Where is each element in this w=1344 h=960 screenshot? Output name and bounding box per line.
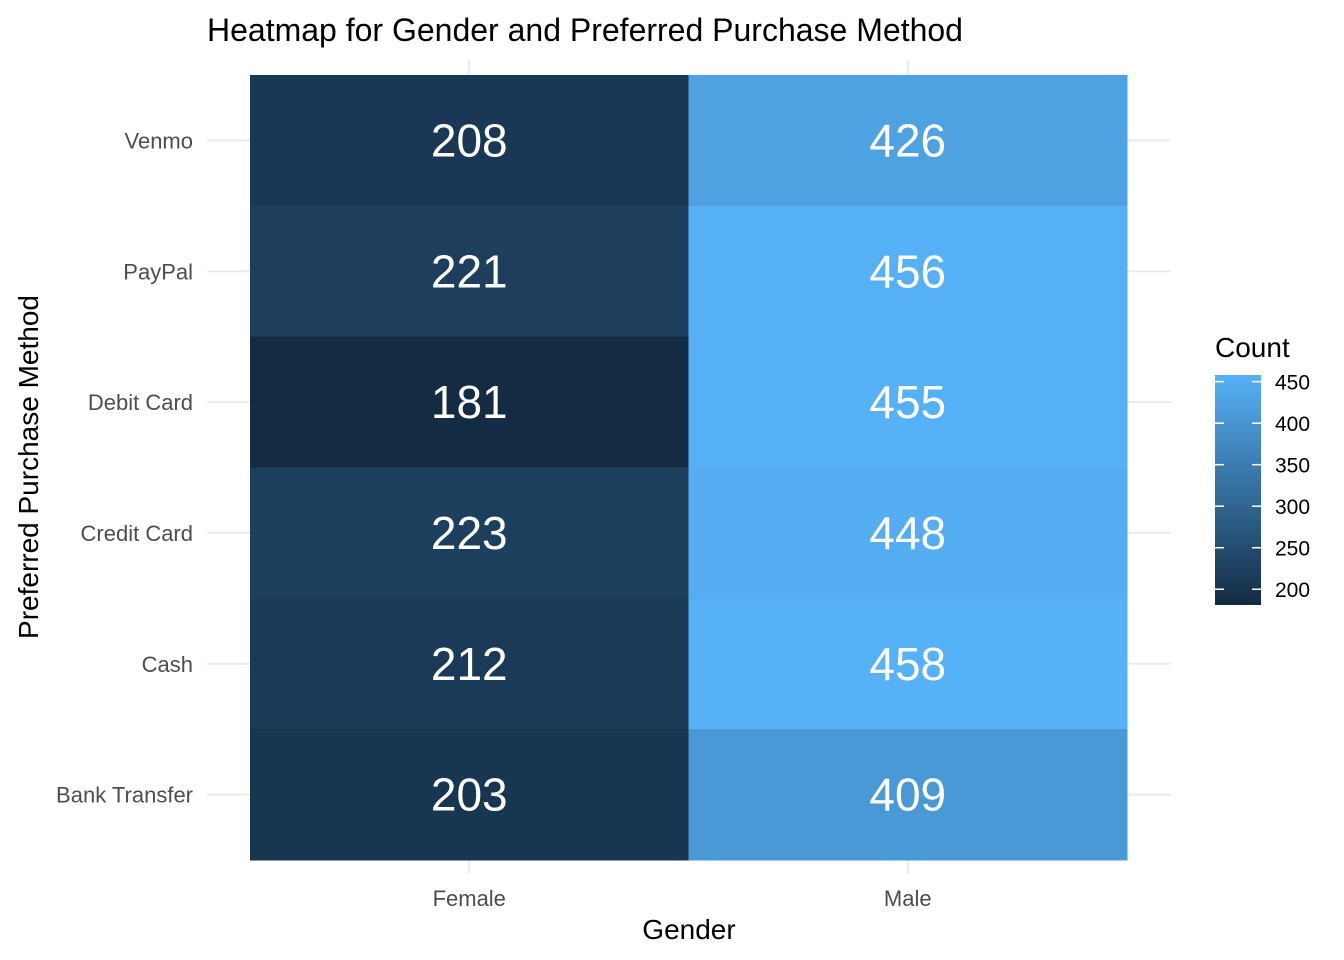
cell-value-label: 448 bbox=[869, 507, 946, 559]
legend-tick-label: 450 bbox=[1275, 372, 1310, 395]
heatmap-cell bbox=[688, 598, 1128, 730]
y-axis-tick-labels: Bank Transfer Cash Credit Card Debit Card Pa… bbox=[56, 128, 193, 807]
heatmap-cell bbox=[250, 467, 689, 599]
legend-ticks: 200 250 300 350 400 450 bbox=[1215, 372, 1310, 602]
cell-value-label: 181 bbox=[431, 376, 508, 428]
legend-tick-label: 400 bbox=[1275, 413, 1310, 436]
heatmap-cell bbox=[688, 467, 1128, 599]
x-axis-title: Gender bbox=[642, 914, 735, 945]
legend-color-bar bbox=[1215, 375, 1261, 605]
cell-value-labels: 208 426 221 456 181 455 223 448 212 458 203 409 bbox=[431, 114, 946, 820]
cell-value-label: 223 bbox=[431, 507, 508, 559]
cell-value-label: 455 bbox=[869, 376, 946, 428]
cell-value-label: 203 bbox=[431, 769, 508, 821]
y-tick-label: Debit Card bbox=[88, 390, 193, 415]
cell-value-label: 458 bbox=[869, 638, 946, 690]
heatmap-cell bbox=[250, 205, 689, 338]
heatmap-cell bbox=[250, 598, 689, 730]
heatmap-cell bbox=[688, 336, 1128, 468]
chart-title: Heatmap for Gender and Preferred Purchas… bbox=[207, 12, 963, 48]
x-axis-tick-labels: Female Male bbox=[433, 886, 932, 911]
heatmap-cell bbox=[688, 75, 1128, 207]
color-legend: Count 200 250 300 350 400 450 bbox=[1215, 332, 1310, 605]
y-tick-label: Cash bbox=[142, 652, 193, 677]
cell-value-label: 456 bbox=[869, 245, 946, 297]
heatmap-cell bbox=[688, 205, 1128, 338]
cell-value-label: 409 bbox=[869, 769, 946, 821]
heatmap-cells bbox=[250, 75, 1128, 861]
cell-value-label: 208 bbox=[431, 114, 508, 166]
legend-tick-label: 350 bbox=[1275, 455, 1310, 478]
heatmap-cell bbox=[250, 729, 689, 861]
x-tick-label: Female bbox=[433, 886, 506, 911]
cell-value-label: 426 bbox=[869, 114, 946, 166]
legend-tick-label: 300 bbox=[1275, 496, 1310, 519]
y-tick-label: Venmo bbox=[125, 128, 194, 153]
cell-value-label: 221 bbox=[431, 245, 508, 297]
legend-tick-label: 250 bbox=[1275, 538, 1310, 561]
heatmap-cell bbox=[688, 729, 1128, 861]
heatmap-cell bbox=[250, 75, 689, 207]
heatmap-cell bbox=[250, 336, 689, 468]
y-tick-label: PayPal bbox=[123, 259, 193, 284]
legend-tick-label: 200 bbox=[1275, 579, 1310, 602]
y-tick-label: Bank Transfer bbox=[56, 783, 193, 808]
cell-value-label: 212 bbox=[431, 638, 508, 690]
x-tick-label: Male bbox=[884, 886, 932, 911]
y-tick-label: Credit Card bbox=[81, 521, 193, 546]
y-axis-title: Preferred Purchase Method bbox=[13, 295, 44, 639]
legend-title: Count bbox=[1215, 332, 1290, 363]
